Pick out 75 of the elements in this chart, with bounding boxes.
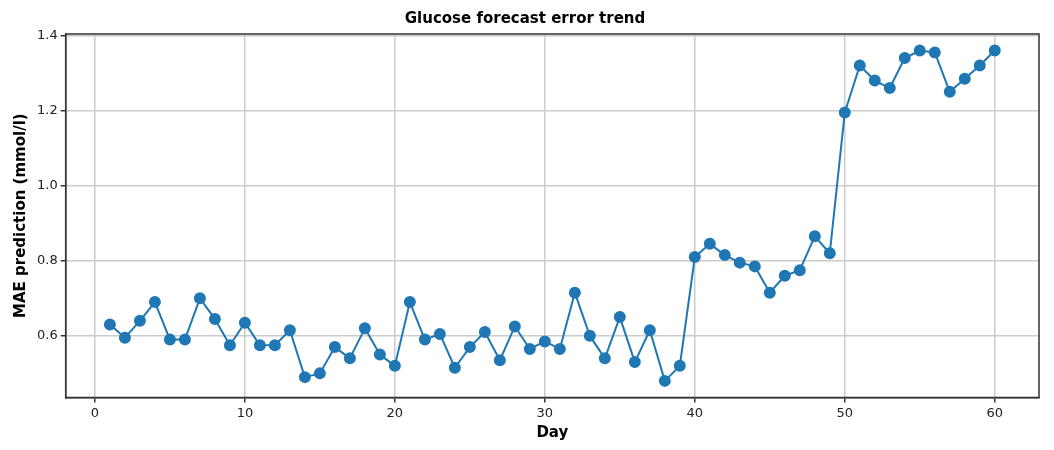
x-tick-label: 60 <box>986 404 1004 420</box>
point <box>133 314 146 327</box>
point <box>343 352 356 365</box>
point <box>328 341 341 354</box>
point <box>973 59 986 72</box>
point <box>313 367 326 380</box>
chart-title: Glucose forecast error trend <box>404 8 646 27</box>
point <box>388 359 401 372</box>
point <box>673 359 686 372</box>
y-tick-label: 1.0 <box>36 177 58 193</box>
point <box>523 342 536 355</box>
x-tick-label: 40 <box>686 404 704 420</box>
x-axis-title: Day <box>536 422 569 441</box>
point <box>748 260 761 273</box>
y-tick-label: 1.4 <box>36 26 58 42</box>
point <box>868 74 881 87</box>
point <box>838 106 851 119</box>
y-tick-label: 0.6 <box>36 327 58 343</box>
point <box>223 339 236 352</box>
point <box>958 72 971 85</box>
point <box>583 329 596 342</box>
x-tick-label: 20 <box>386 404 404 420</box>
point <box>493 354 506 367</box>
point <box>853 59 866 72</box>
point <box>208 312 221 325</box>
point <box>418 333 431 346</box>
point <box>253 339 266 352</box>
point <box>718 249 731 262</box>
x-tick-label: 30 <box>536 404 554 420</box>
point <box>928 46 941 59</box>
point <box>568 286 581 299</box>
point <box>463 341 476 354</box>
point <box>778 269 791 282</box>
point <box>268 339 281 352</box>
point <box>283 324 296 337</box>
point <box>508 320 521 333</box>
point <box>538 335 551 348</box>
point <box>433 327 446 340</box>
point <box>118 331 131 344</box>
point <box>373 348 386 361</box>
point <box>193 292 206 305</box>
point <box>478 326 491 339</box>
point <box>238 316 251 329</box>
point <box>358 322 371 335</box>
point <box>403 296 416 309</box>
point <box>658 374 671 387</box>
point <box>823 247 836 260</box>
x-tick-label: 0 <box>90 404 100 420</box>
point <box>613 311 626 324</box>
x-tick-label: 10 <box>236 404 254 420</box>
point <box>178 333 191 346</box>
point <box>598 352 611 365</box>
y-tick-label: 1.2 <box>36 101 58 117</box>
point <box>883 82 896 95</box>
point <box>808 230 821 243</box>
point <box>703 237 716 250</box>
point <box>988 44 1001 57</box>
point <box>103 318 116 331</box>
point <box>148 296 161 309</box>
point <box>793 264 806 277</box>
point <box>553 342 566 355</box>
point <box>298 371 311 384</box>
point <box>643 324 656 337</box>
y-tick-label: 0.8 <box>36 252 58 268</box>
point <box>733 256 746 269</box>
y-axis-title: MAE prediction (mmol/l) <box>10 113 29 319</box>
point <box>898 52 911 65</box>
point <box>763 286 776 299</box>
point <box>628 356 641 369</box>
point <box>688 251 701 263</box>
point <box>448 361 461 374</box>
point <box>943 85 956 98</box>
point <box>913 44 926 57</box>
point <box>163 333 176 346</box>
x-tick-label: 50 <box>836 404 854 420</box>
